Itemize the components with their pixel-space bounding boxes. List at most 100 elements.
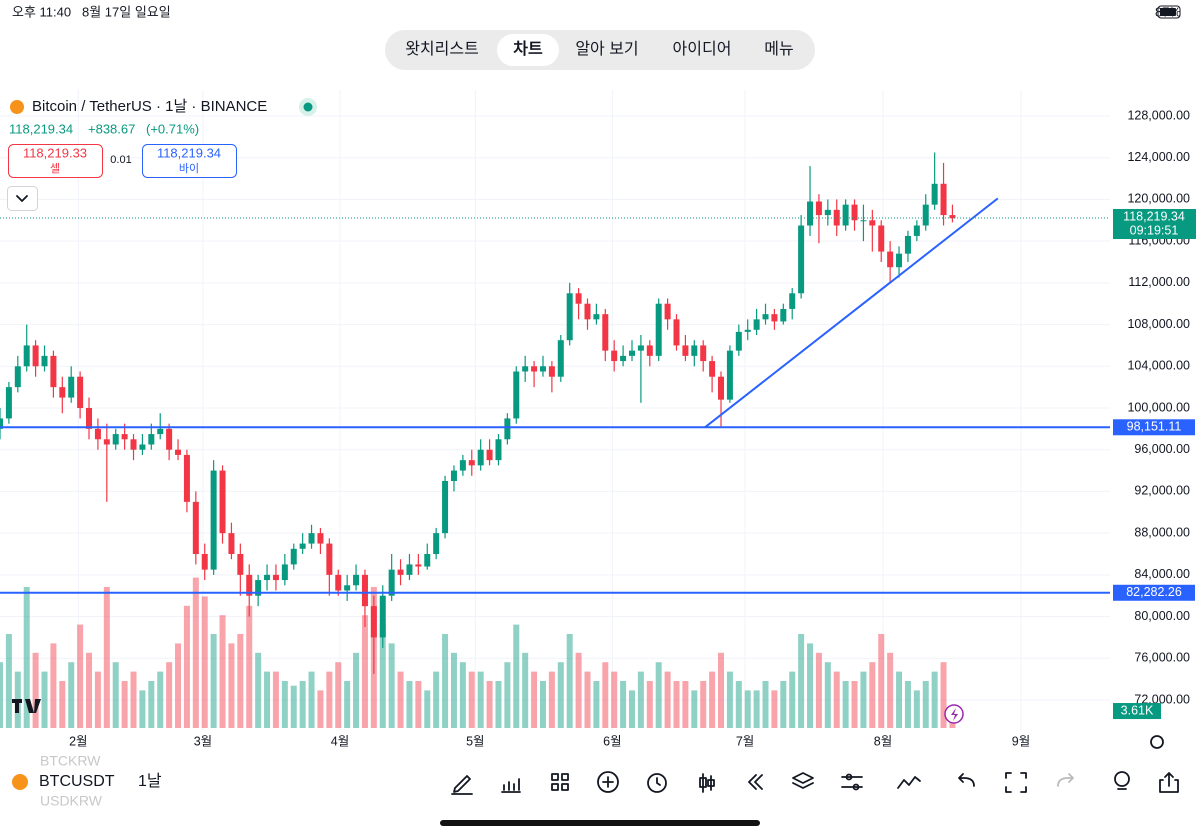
indicators[interactable] bbox=[501, 778, 521, 793]
volume-bar bbox=[397, 671, 404, 728]
add[interactable] bbox=[597, 771, 619, 793]
share[interactable] bbox=[1159, 772, 1179, 793]
candle-body bbox=[246, 574, 253, 596]
candle-body bbox=[566, 293, 573, 341]
x-tick-label: 3월 bbox=[194, 734, 212, 748]
objects[interactable] bbox=[792, 772, 814, 789]
buy-price: 118,219.34 bbox=[157, 145, 221, 160]
undo[interactable] bbox=[958, 773, 975, 787]
volume-bar bbox=[112, 662, 119, 728]
buy-button[interactable] bbox=[142, 144, 237, 178]
volume-bar bbox=[308, 671, 315, 728]
volume-bar bbox=[326, 671, 333, 728]
candle-body bbox=[50, 355, 57, 388]
candle-body bbox=[41, 355, 48, 367]
buy-label: 바이 bbox=[179, 162, 199, 175]
chart-type[interactable] bbox=[699, 773, 715, 793]
candle-body bbox=[210, 470, 217, 570]
volume-bar bbox=[904, 681, 911, 728]
candle-body bbox=[121, 434, 128, 440]
footer-symbol[interactable]: BTCUSDT bbox=[39, 773, 115, 790]
btc-icon bbox=[12, 774, 28, 790]
collapse-button[interactable] bbox=[7, 186, 38, 211]
tab[interactable]: 메뉴 bbox=[764, 40, 793, 58]
candle-body bbox=[646, 345, 653, 356]
volume-bar bbox=[700, 681, 707, 728]
fullscreen[interactable] bbox=[1005, 772, 1027, 793]
candle-body bbox=[940, 183, 947, 216]
volume-bar bbox=[183, 605, 190, 728]
volume-bar bbox=[762, 681, 769, 728]
volume-bar bbox=[219, 615, 226, 728]
draw-tool[interactable] bbox=[451, 775, 473, 795]
tab[interactable]: 알아 보기 bbox=[575, 40, 638, 58]
volume-bar bbox=[255, 652, 262, 728]
status-time: 오후 11:40 bbox=[12, 4, 71, 19]
volume-bar bbox=[522, 652, 529, 728]
status-dot bbox=[303, 102, 313, 112]
volume-bar bbox=[798, 634, 805, 728]
candle-body bbox=[148, 434, 155, 445]
compare[interactable] bbox=[897, 776, 921, 789]
candle-body bbox=[192, 501, 199, 554]
candle-body bbox=[23, 345, 30, 367]
candle-body bbox=[433, 533, 440, 554]
y-tick-label: 124,000.00 bbox=[1127, 150, 1190, 164]
tv-logo bbox=[12, 699, 41, 713]
settings[interactable] bbox=[1150, 735, 1164, 749]
battery-icon bbox=[1157, 5, 1181, 19]
volume-bar bbox=[931, 671, 938, 728]
volume-bar bbox=[780, 681, 787, 728]
candle-body bbox=[424, 554, 431, 567]
home-indicator bbox=[440, 820, 760, 826]
volume-bar bbox=[281, 681, 288, 728]
candle-body bbox=[486, 449, 493, 461]
y-tick-label: 128,000.00 bbox=[1127, 108, 1190, 122]
volume-bar bbox=[192, 577, 199, 728]
symbol-title[interactable]: Bitcoin / TetherUS · 1날 · BINANCE bbox=[32, 98, 267, 115]
tab[interactable]: 차트 bbox=[513, 40, 543, 58]
candle-body bbox=[468, 460, 475, 466]
ideas[interactable] bbox=[1114, 771, 1130, 787]
candle-body bbox=[664, 303, 671, 320]
candle-body bbox=[904, 235, 911, 254]
volume-bar bbox=[602, 662, 609, 728]
volume-bar bbox=[922, 681, 929, 728]
volume-bar bbox=[726, 671, 733, 728]
alert[interactable] bbox=[647, 773, 667, 793]
candle-body bbox=[851, 204, 858, 221]
lightning-icon bbox=[951, 708, 958, 721]
sell-button[interactable] bbox=[8, 144, 103, 178]
candle-body bbox=[798, 225, 805, 294]
volume-bar bbox=[246, 605, 253, 728]
volume-bar bbox=[557, 662, 564, 728]
volume-bar bbox=[130, 671, 137, 728]
x-tick-label: 9월 bbox=[1012, 734, 1030, 748]
volume-bar bbox=[860, 671, 867, 728]
tab[interactable]: 아이디어 bbox=[673, 40, 732, 58]
candle-body bbox=[718, 376, 725, 400]
tab[interactable]: 왓치리스트 bbox=[405, 40, 479, 58]
volume-bar bbox=[620, 681, 627, 728]
y-tick-label: 76,000.00 bbox=[1134, 651, 1190, 665]
volume-bar bbox=[50, 643, 57, 728]
volume-bar bbox=[878, 634, 885, 728]
candle-body bbox=[691, 345, 698, 356]
candle-body bbox=[308, 533, 315, 544]
replay[interactable] bbox=[748, 774, 763, 790]
volume-bar bbox=[406, 681, 413, 728]
candle-body bbox=[281, 564, 288, 581]
volume-bar bbox=[477, 671, 484, 728]
layouts[interactable] bbox=[551, 773, 569, 791]
candle-body bbox=[913, 225, 920, 236]
y-tick-label: 80,000.00 bbox=[1134, 609, 1190, 623]
redo[interactable] bbox=[1057, 773, 1074, 787]
footer-interval[interactable]: 1날 bbox=[138, 772, 162, 790]
volume-bar bbox=[593, 681, 600, 728]
candle-body bbox=[593, 314, 600, 320]
candle-body bbox=[637, 345, 644, 351]
candle-body bbox=[682, 345, 689, 356]
candle-body bbox=[0, 418, 3, 429]
volume-bar bbox=[789, 671, 796, 728]
volume-bar bbox=[718, 652, 725, 728]
